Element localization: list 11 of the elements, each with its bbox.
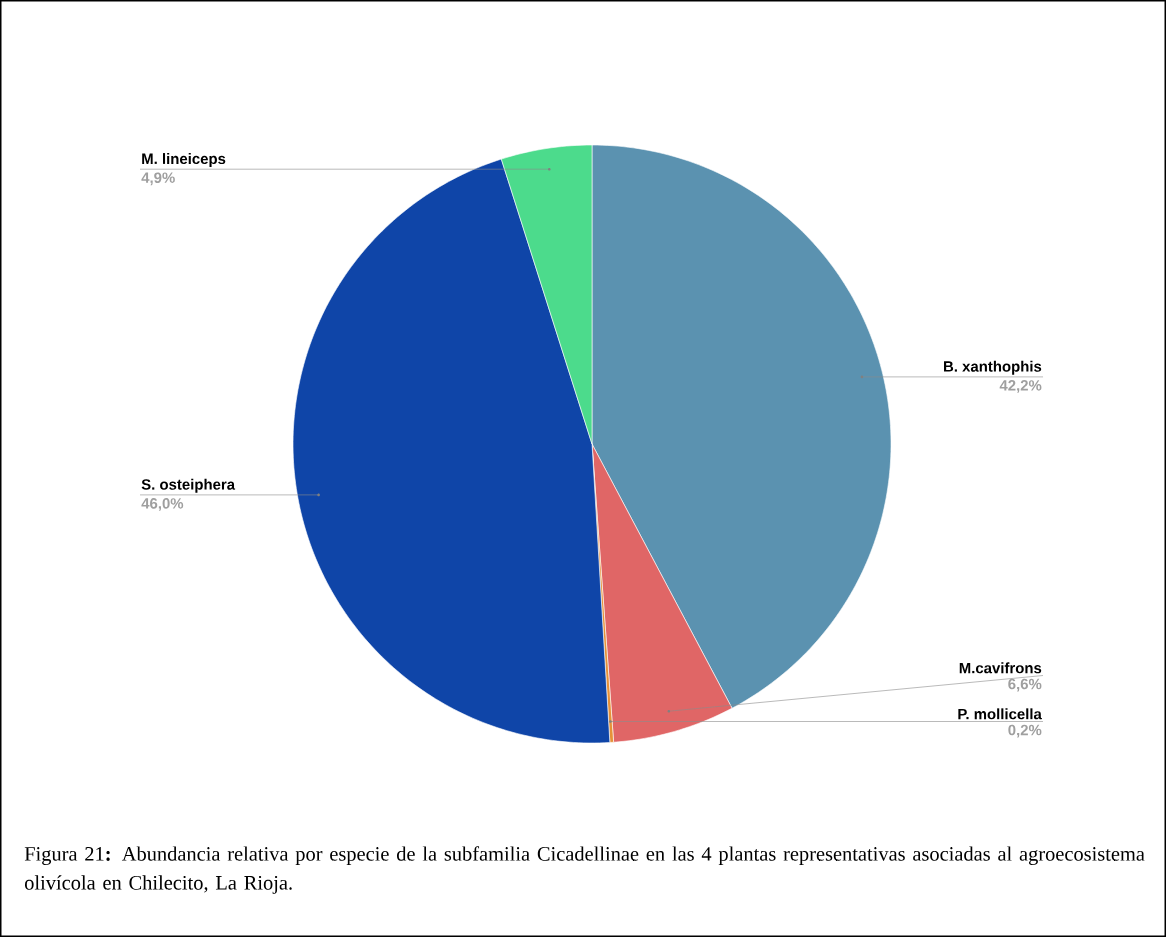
data-label: 46,0%: [141, 498, 184, 511]
data-label: 42,2%: [999, 380, 1042, 393]
slice-label: M.cavifrons: [959, 662, 1042, 674]
slice-label: B. xanthophis: [944, 360, 1042, 375]
slice-label: S. osteiphera: [141, 478, 236, 493]
text: Figura 21: Abundancia relativa por especie de la subfamilia Cicadellinae en las 4 plantas representativas asociadas al agroecosistema olivícola en Chilecito, La Rioja.: [24, 846, 1145, 894]
data-label: 6,6%: [1008, 678, 1042, 692]
data-label: 4,9%: [141, 172, 175, 186]
slice-label: M. lineiceps: [142, 153, 226, 167]
data-label: 0,2%: [1008, 724, 1042, 738]
slice-label: P. mollicella: [958, 708, 1042, 720]
